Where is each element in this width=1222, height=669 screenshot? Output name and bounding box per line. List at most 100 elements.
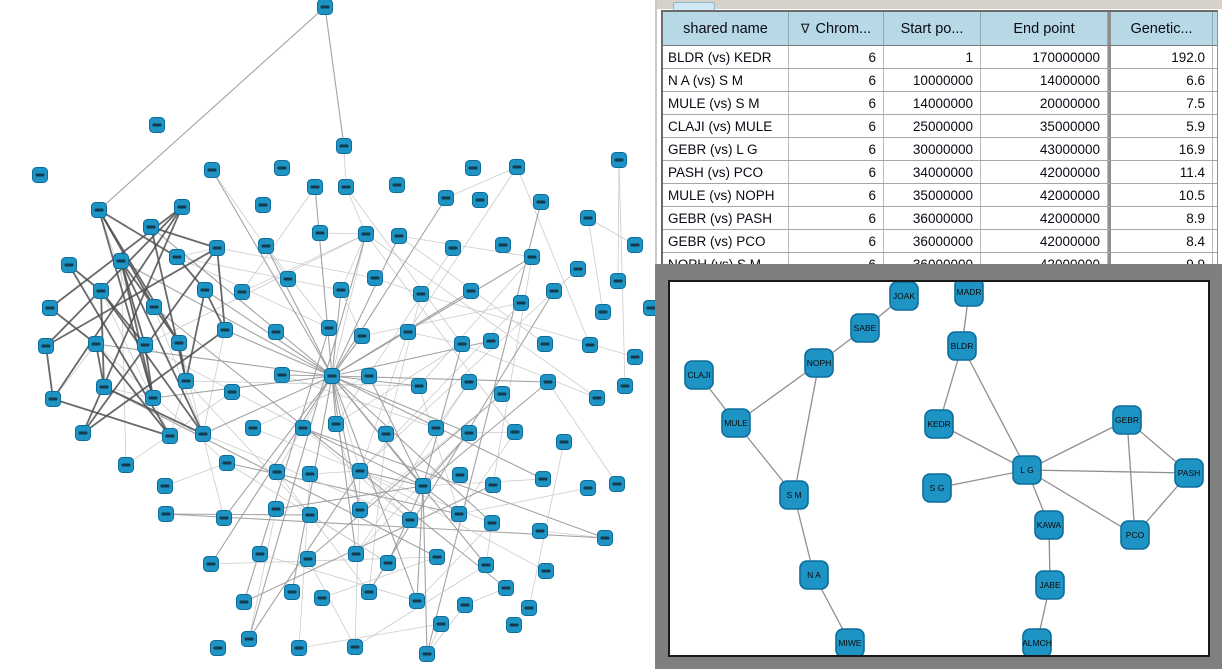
network-node[interactable] bbox=[391, 228, 407, 244]
network-node[interactable] bbox=[643, 300, 656, 316]
network-node[interactable] bbox=[537, 336, 553, 352]
network-node[interactable] bbox=[472, 192, 488, 208]
network-node[interactable] bbox=[354, 328, 370, 344]
network-node[interactable] bbox=[358, 226, 374, 242]
subnetwork-node-N A[interactable]: N A bbox=[799, 560, 829, 590]
network-node[interactable] bbox=[307, 179, 323, 195]
network-node[interactable] bbox=[93, 283, 109, 299]
network-node[interactable] bbox=[38, 338, 54, 354]
network-node[interactable] bbox=[617, 378, 633, 394]
subnetwork-node-JOAK[interactable]: JOAK bbox=[889, 282, 919, 311]
network-node[interactable] bbox=[338, 179, 354, 195]
table-cell[interactable]: 6 bbox=[789, 92, 884, 114]
network-node[interactable] bbox=[145, 390, 161, 406]
table-row[interactable]: GEBR (vs) PASH 6 36000000 42000000 8.9 bbox=[663, 207, 1217, 230]
network-node[interactable] bbox=[415, 478, 431, 494]
network-node[interactable] bbox=[241, 631, 257, 647]
network-node[interactable] bbox=[532, 523, 548, 539]
table-cell[interactable]: GEBR (vs) PASH bbox=[663, 207, 789, 229]
network-node[interactable] bbox=[274, 160, 290, 176]
table-cell[interactable]: 6 bbox=[789, 184, 884, 206]
table-cell[interactable]: 34000000 bbox=[884, 161, 981, 183]
table-cell[interactable]: 42000000 bbox=[981, 184, 1108, 206]
network-node[interactable] bbox=[324, 368, 340, 384]
network-node[interactable] bbox=[149, 117, 165, 133]
network-node[interactable] bbox=[445, 240, 461, 256]
network-node[interactable] bbox=[627, 349, 643, 365]
network-node[interactable] bbox=[413, 286, 429, 302]
network-node[interactable] bbox=[328, 416, 344, 432]
network-node[interactable] bbox=[274, 367, 290, 383]
network-node[interactable] bbox=[236, 594, 252, 610]
network-node[interactable] bbox=[88, 336, 104, 352]
network-node[interactable] bbox=[451, 506, 467, 522]
subnetwork-node-PASH[interactable]: PASH bbox=[1174, 458, 1204, 488]
network-node[interactable] bbox=[484, 515, 500, 531]
network-node[interactable] bbox=[158, 506, 174, 522]
network-node[interactable] bbox=[203, 556, 219, 572]
network-node[interactable] bbox=[452, 467, 468, 483]
column-header-chromosome[interactable]: ∇ Chrom... bbox=[789, 12, 884, 45]
network-node[interactable] bbox=[389, 177, 405, 193]
network-node[interactable] bbox=[411, 378, 427, 394]
subnetwork-node-MADR[interactable]: MADR bbox=[954, 282, 984, 307]
table-cell[interactable]: 11.4 bbox=[1108, 161, 1213, 183]
network-node[interactable] bbox=[540, 374, 556, 390]
network-node[interactable] bbox=[162, 428, 178, 444]
table-cell[interactable]: 35000000 bbox=[981, 115, 1108, 137]
network-node[interactable] bbox=[610, 273, 626, 289]
network-node[interactable] bbox=[494, 386, 510, 402]
table-cell[interactable]: 1 bbox=[884, 46, 981, 68]
table-cell[interactable]: 25000000 bbox=[884, 115, 981, 137]
subnetwork-node-KAWA[interactable]: KAWA bbox=[1034, 510, 1064, 540]
subnetwork-edge-GEBR-PCO[interactable] bbox=[1126, 419, 1136, 536]
column-header-genetic[interactable]: Genetic... bbox=[1108, 12, 1213, 45]
network-node[interactable] bbox=[367, 270, 383, 286]
network-node[interactable] bbox=[521, 600, 537, 616]
subnetwork-node-SABE[interactable]: SABE bbox=[850, 313, 880, 343]
table-cell[interactable]: 36000000 bbox=[884, 230, 981, 252]
table-cell[interactable]: 170000000 bbox=[981, 46, 1108, 68]
table-cell[interactable]: 8.9 bbox=[1108, 207, 1213, 229]
network-node[interactable] bbox=[454, 336, 470, 352]
network-node[interactable] bbox=[210, 640, 226, 656]
network-node[interactable] bbox=[506, 617, 522, 633]
network-node[interactable] bbox=[580, 210, 596, 226]
subnetwork-node-GEBR[interactable]: GEBR bbox=[1112, 405, 1142, 435]
network-node[interactable] bbox=[433, 616, 449, 632]
filter-icon[interactable]: ∇ bbox=[800, 20, 810, 36]
network-node[interactable] bbox=[113, 253, 129, 269]
network-node[interactable] bbox=[209, 240, 225, 256]
table-cell[interactable]: 42000000 bbox=[981, 161, 1108, 183]
network-node[interactable] bbox=[321, 320, 337, 336]
network-node[interactable] bbox=[61, 257, 77, 273]
network-node[interactable] bbox=[513, 295, 529, 311]
network-node[interactable] bbox=[32, 167, 48, 183]
network-node[interactable] bbox=[137, 337, 153, 353]
network-node[interactable] bbox=[75, 425, 91, 441]
network-node[interactable] bbox=[461, 374, 477, 390]
network-node[interactable] bbox=[509, 159, 525, 175]
network-node[interactable] bbox=[507, 424, 523, 440]
network-node[interactable] bbox=[269, 464, 285, 480]
network-node[interactable] bbox=[461, 425, 477, 441]
network-node[interactable] bbox=[118, 457, 134, 473]
network-node[interactable] bbox=[429, 549, 445, 565]
network-node[interactable] bbox=[45, 391, 61, 407]
network-node[interactable] bbox=[556, 434, 572, 450]
table-cell[interactable]: GEBR (vs) L G bbox=[663, 138, 789, 160]
network-node[interactable] bbox=[378, 426, 394, 442]
network-node[interactable] bbox=[485, 477, 501, 493]
network-node[interactable] bbox=[465, 160, 481, 176]
network-node[interactable] bbox=[291, 640, 307, 656]
network-node[interactable] bbox=[478, 557, 494, 573]
network-node[interactable] bbox=[438, 190, 454, 206]
network-node[interactable] bbox=[312, 225, 328, 241]
network-node[interactable] bbox=[428, 420, 444, 436]
network-node[interactable] bbox=[498, 580, 514, 596]
table-cell[interactable]: MULE (vs) S M bbox=[663, 92, 789, 114]
table-cell[interactable]: MULE (vs) NOPH bbox=[663, 184, 789, 206]
network-node[interactable] bbox=[169, 249, 185, 265]
network-node[interactable] bbox=[146, 299, 162, 315]
network-node[interactable] bbox=[463, 283, 479, 299]
